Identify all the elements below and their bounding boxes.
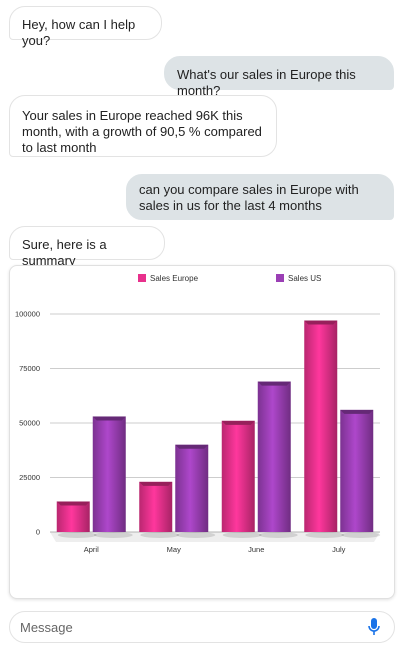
user-message-compare-query: can you compare sales in Europe with sal… bbox=[126, 174, 394, 220]
bar-sales-us-may bbox=[175, 444, 209, 532]
y-tick-label: 0 bbox=[36, 528, 40, 537]
bar-shadow bbox=[341, 532, 381, 538]
bar-sales-us-april bbox=[92, 416, 126, 532]
bar-top bbox=[56, 501, 90, 506]
bar-top bbox=[139, 481, 173, 486]
bar-top bbox=[221, 420, 255, 425]
y-tick-label: 25000 bbox=[19, 473, 40, 482]
bar-shadow bbox=[222, 532, 262, 538]
bot-message-greeting: Hey, how can I help you? bbox=[9, 6, 162, 48]
bar-shadow bbox=[176, 532, 216, 538]
bar-sales-us-july bbox=[340, 409, 374, 532]
bar-shadow bbox=[140, 532, 180, 538]
bot-message-summary-intro: Sure, here is a summary bbox=[9, 226, 165, 268]
bar-sales-us-june bbox=[257, 381, 291, 532]
legend-swatch bbox=[138, 274, 146, 282]
x-tick-label: June bbox=[248, 545, 264, 554]
x-tick-label: April bbox=[84, 545, 99, 554]
bar-sales-europe-may bbox=[139, 481, 173, 532]
sales-chart-card: 0 25000 50000 75000 100000 April May June July Sa… bbox=[9, 265, 395, 599]
bar-top bbox=[92, 416, 126, 421]
user-message-sales-query: What's our sales in Europe this month? bbox=[164, 56, 394, 98]
bar-sales-europe-june bbox=[221, 420, 255, 532]
bar-sales-europe-july bbox=[304, 320, 338, 532]
x-tick-label: May bbox=[167, 545, 181, 554]
bar-sales-europe-april bbox=[56, 501, 90, 532]
bar-top bbox=[257, 381, 291, 386]
message-composer[interactable] bbox=[9, 611, 395, 643]
sales-bar-chart: 0 25000 50000 75000 100000 April May June July Sa… bbox=[15, 274, 381, 554]
bar-shadow bbox=[57, 532, 97, 538]
bar-shadow bbox=[93, 532, 133, 538]
y-tick-label: 100000 bbox=[15, 310, 40, 319]
legend-swatch bbox=[276, 274, 284, 282]
bar-top bbox=[340, 409, 374, 414]
chart-floor bbox=[50, 532, 380, 542]
y-tick-label: 50000 bbox=[19, 419, 40, 428]
microphone-icon[interactable] bbox=[364, 617, 384, 637]
bar-top bbox=[175, 444, 209, 449]
legend-label: Sales US bbox=[288, 274, 321, 283]
bar-shadow bbox=[305, 532, 345, 538]
bar-top bbox=[304, 320, 338, 325]
bar-shadow bbox=[258, 532, 298, 538]
y-tick-label: 75000 bbox=[19, 364, 40, 373]
message-input[interactable] bbox=[20, 619, 364, 635]
legend-label: Sales Europe bbox=[150, 274, 199, 283]
bot-message-sales-answer: Your sales in Europe reached 96K this mo… bbox=[9, 95, 277, 157]
x-tick-label: July bbox=[332, 545, 346, 554]
